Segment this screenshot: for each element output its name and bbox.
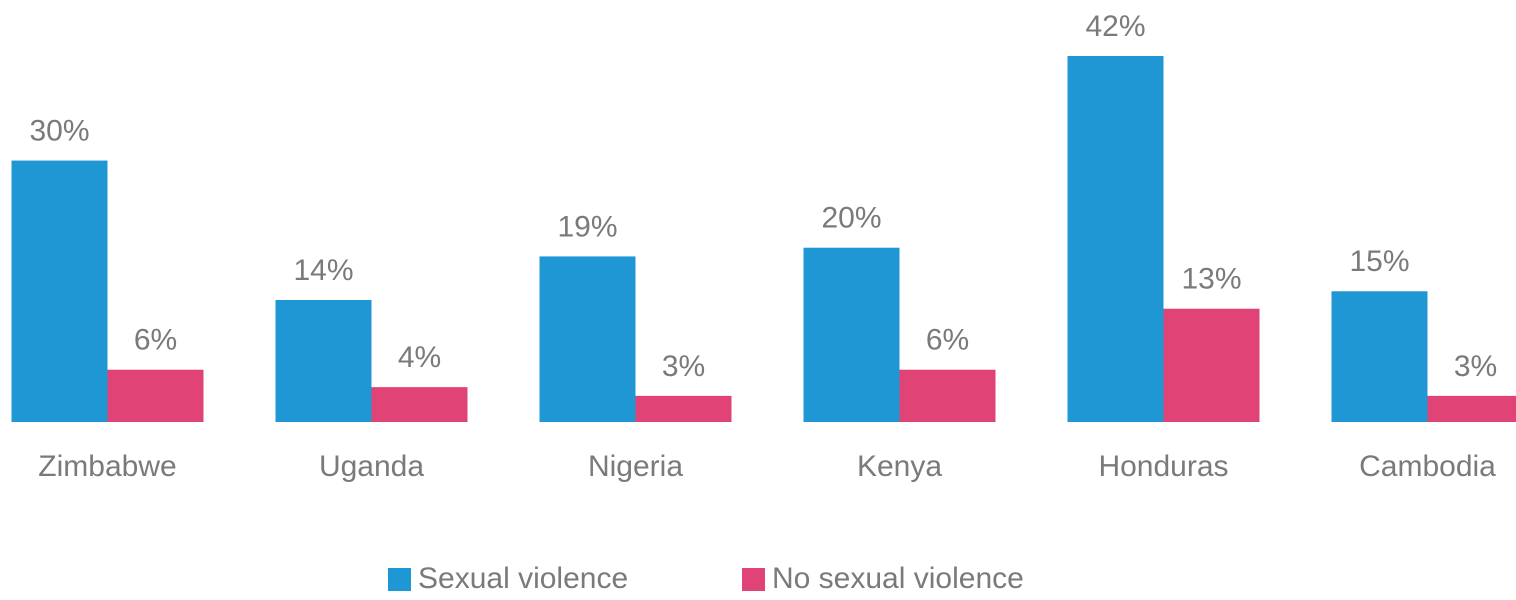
x-tick-label: Zimbabwe [38, 450, 176, 483]
bar [371, 387, 468, 422]
data-label: 6% [134, 324, 177, 357]
bar [1331, 291, 1428, 422]
legend-label: No sexual violence [772, 562, 1024, 595]
data-label: 3% [662, 350, 705, 383]
data-label: 3% [1454, 350, 1497, 383]
bar [1427, 395, 1516, 422]
bar [539, 256, 636, 422]
bar [11, 160, 108, 423]
legend-swatch [388, 568, 411, 591]
data-label: 19% [557, 210, 617, 243]
bar [899, 369, 996, 422]
x-tick-label: Cambodia [1359, 450, 1496, 483]
data-label: 20% [821, 202, 881, 235]
x-tick-label: Nigeria [588, 450, 683, 483]
bar [107, 369, 204, 422]
data-label: 13% [1181, 263, 1241, 296]
data-label: 30% [29, 114, 89, 147]
x-tick-label: Honduras [1098, 450, 1228, 483]
bar [1067, 56, 1164, 422]
legend-label: Sexual violence [418, 562, 628, 595]
bar [1163, 308, 1260, 422]
data-label: 15% [1349, 245, 1409, 278]
data-label: 42% [1085, 10, 1145, 43]
bar [275, 300, 372, 422]
x-tick-label: Uganda [319, 450, 424, 483]
legend-swatch [742, 568, 765, 591]
x-tick-label: Kenya [857, 450, 942, 483]
bar [635, 395, 732, 422]
data-label: 6% [926, 324, 969, 357]
bar [803, 247, 900, 422]
data-label: 14% [293, 254, 353, 287]
data-label: 4% [398, 341, 441, 374]
